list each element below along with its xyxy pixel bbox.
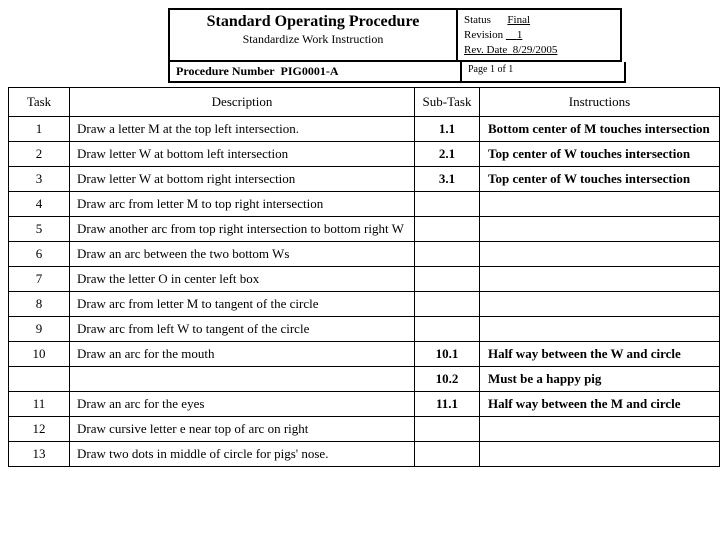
cell-task: 11 bbox=[9, 391, 70, 416]
cell-subtask bbox=[415, 416, 480, 441]
table-row: 6Draw an arc between the two bottom Ws bbox=[9, 241, 720, 266]
table-row: 12Draw cursive letter e near top of arc … bbox=[9, 416, 720, 441]
header-row-1: Standard Operating Procedure Standardize… bbox=[168, 8, 720, 62]
table-row: 7Draw the letter O in center left box bbox=[9, 266, 720, 291]
col-header-instructions: Instructions bbox=[480, 87, 720, 116]
cell-subtask: 3.1 bbox=[415, 166, 480, 191]
revdate-value: 8/29/2005 bbox=[513, 44, 558, 56]
cell-description: Draw arc from letter M to top right inte… bbox=[70, 191, 415, 216]
cell-instructions bbox=[480, 291, 720, 316]
cell-instructions: Half way between the W and circle bbox=[480, 341, 720, 366]
cell-task: 8 bbox=[9, 291, 70, 316]
status-label: Status bbox=[464, 14, 491, 26]
table-row: 3Draw letter W at bottom right intersect… bbox=[9, 166, 720, 191]
cell-instructions bbox=[480, 216, 720, 241]
table-row: 5Draw another arc from top right interse… bbox=[9, 216, 720, 241]
procnum-label: Procedure Number bbox=[176, 64, 275, 78]
cell-description: Draw letter W at bottom right intersecti… bbox=[70, 166, 415, 191]
table-header-row: Task Description Sub-Task Instructions bbox=[9, 87, 720, 116]
cell-subtask: 1.1 bbox=[415, 116, 480, 141]
cell-instructions bbox=[480, 191, 720, 216]
cell-description: Draw an arc between the two bottom Ws bbox=[70, 241, 415, 266]
sop-document: Standard Operating Procedure Standardize… bbox=[8, 8, 720, 467]
header-meta-box: Status Final Revision 1 Rev. Date 8/29/2… bbox=[458, 8, 622, 62]
cell-task: 2 bbox=[9, 141, 70, 166]
cell-instructions: Half way between the M and circle bbox=[480, 391, 720, 416]
cell-task bbox=[9, 366, 70, 391]
cell-subtask: 2.1 bbox=[415, 141, 480, 166]
cell-subtask: 11.1 bbox=[415, 391, 480, 416]
cell-description: Draw arc from left W to tangent of the c… bbox=[70, 316, 415, 341]
cell-task: 12 bbox=[9, 416, 70, 441]
cell-description: Draw another arc from top right intersec… bbox=[70, 216, 415, 241]
cell-instructions bbox=[480, 266, 720, 291]
cell-instructions bbox=[480, 316, 720, 341]
cell-subtask bbox=[415, 266, 480, 291]
table-body: 1Draw a letter M at the top left interse… bbox=[9, 116, 720, 466]
procnum-value: PIG0001-A bbox=[281, 64, 339, 78]
cell-description: Draw the letter O in center left box bbox=[70, 266, 415, 291]
cell-instructions bbox=[480, 416, 720, 441]
cell-description: Draw arc from letter M to tangent of the… bbox=[70, 291, 415, 316]
cell-description: Draw an arc for the mouth bbox=[70, 341, 415, 366]
cell-task: 1 bbox=[9, 116, 70, 141]
table-row: 10Draw an arc for the mouth10.1Half way … bbox=[9, 341, 720, 366]
cell-instructions: Bottom center of M touches intersection bbox=[480, 116, 720, 141]
cell-task: 10 bbox=[9, 341, 70, 366]
cell-description: Draw cursive letter e near top of arc on… bbox=[70, 416, 415, 441]
cell-subtask bbox=[415, 441, 480, 466]
doc-title: Standard Operating Procedure bbox=[174, 13, 452, 31]
revision-value: 1 bbox=[517, 29, 523, 41]
cell-subtask bbox=[415, 241, 480, 266]
table-row: 13Draw two dots in middle of circle for … bbox=[9, 441, 720, 466]
cell-description: Draw a letter M at the top left intersec… bbox=[70, 116, 415, 141]
page-info-box: Page 1 of 1 bbox=[462, 62, 626, 83]
cell-task: 9 bbox=[9, 316, 70, 341]
status-line: Status Final bbox=[464, 13, 614, 28]
cell-description: Draw two dots in middle of circle for pi… bbox=[70, 441, 415, 466]
cell-task: 3 bbox=[9, 166, 70, 191]
col-header-task: Task bbox=[9, 87, 70, 116]
table-row: 4Draw arc from letter M to top right int… bbox=[9, 191, 720, 216]
cell-subtask bbox=[415, 291, 480, 316]
revdate-line: Rev. Date 8/29/2005 bbox=[464, 43, 614, 58]
cell-subtask bbox=[415, 316, 480, 341]
cell-subtask bbox=[415, 191, 480, 216]
procedure-number-box: Procedure Number PIG0001-A bbox=[168, 62, 462, 83]
table-row: 10.2Must be a happy pig bbox=[9, 366, 720, 391]
doc-subtitle: Standardize Work Instruction bbox=[174, 32, 452, 47]
col-header-description: Description bbox=[70, 87, 415, 116]
header-title-box: Standard Operating Procedure Standardize… bbox=[168, 8, 458, 62]
cell-instructions bbox=[480, 441, 720, 466]
cell-description: Draw letter W at bottom left intersectio… bbox=[70, 141, 415, 166]
cell-subtask: 10.1 bbox=[415, 341, 480, 366]
cell-instructions bbox=[480, 241, 720, 266]
page-info: Page 1 of 1 bbox=[468, 64, 513, 75]
cell-instructions: Must be a happy pig bbox=[480, 366, 720, 391]
revdate-label: Rev. Date bbox=[464, 44, 507, 56]
table-row: 9Draw arc from left W to tangent of the … bbox=[9, 316, 720, 341]
header-row-2: Procedure Number PIG0001-A Page 1 of 1 bbox=[168, 62, 720, 83]
cell-task: 13 bbox=[9, 441, 70, 466]
cell-task: 4 bbox=[9, 191, 70, 216]
table-row: 11Draw an arc for the eyes11.1Half way b… bbox=[9, 391, 720, 416]
sop-table: Task Description Sub-Task Instructions 1… bbox=[8, 87, 720, 467]
status-value: Final bbox=[507, 14, 530, 26]
cell-subtask: 10.2 bbox=[415, 366, 480, 391]
cell-task: 6 bbox=[9, 241, 70, 266]
table-row: 8Draw arc from letter M to tangent of th… bbox=[9, 291, 720, 316]
cell-task: 5 bbox=[9, 216, 70, 241]
table-row: 1Draw a letter M at the top left interse… bbox=[9, 116, 720, 141]
table-row: 2Draw letter W at bottom left intersecti… bbox=[9, 141, 720, 166]
cell-task: 7 bbox=[9, 266, 70, 291]
col-header-subtask: Sub-Task bbox=[415, 87, 480, 116]
cell-subtask bbox=[415, 216, 480, 241]
cell-description: Draw an arc for the eyes bbox=[70, 391, 415, 416]
cell-instructions: Top center of W touches intersection bbox=[480, 166, 720, 191]
cell-instructions: Top center of W touches intersection bbox=[480, 141, 720, 166]
revision-label: Revision bbox=[464, 29, 503, 41]
revision-line: Revision 1 bbox=[464, 28, 614, 43]
cell-description bbox=[70, 366, 415, 391]
